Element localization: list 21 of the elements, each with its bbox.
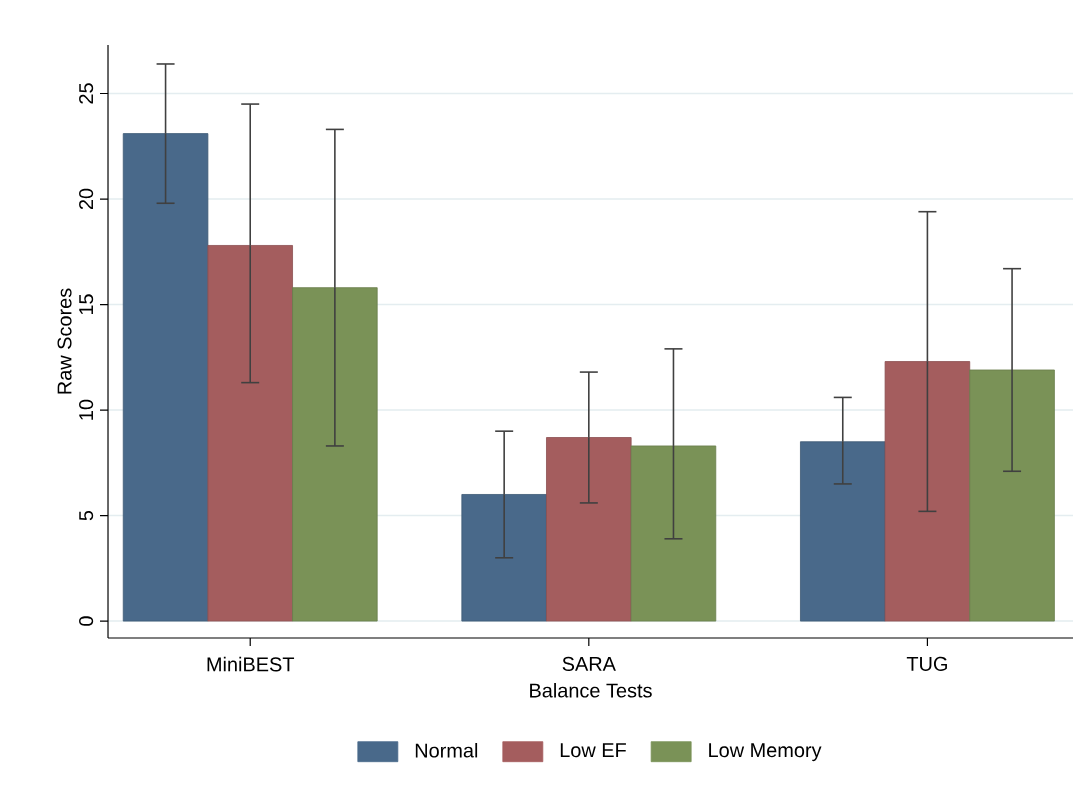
y-tick-label: 10 xyxy=(79,399,94,420)
bar xyxy=(546,437,632,622)
bar xyxy=(969,369,1055,622)
legend-label: Low Memory xyxy=(709,743,822,762)
y-tick-label: 15 xyxy=(79,294,94,315)
bar xyxy=(122,133,209,622)
y-tick-label: 20 xyxy=(79,188,94,210)
y-tick-label: 5 xyxy=(79,510,94,521)
bar xyxy=(292,287,378,622)
bar xyxy=(800,441,886,622)
y-tick-label: 0 xyxy=(79,616,94,626)
y-tick-label: 25 xyxy=(79,83,94,104)
legend-label: Normal xyxy=(415,742,478,758)
x-tick-label: SARA xyxy=(562,656,616,671)
bar xyxy=(207,245,293,622)
legend-label: Low EF xyxy=(560,743,626,758)
bar xyxy=(461,494,547,622)
x-tick-label: MiniBEST xyxy=(207,656,295,672)
y-axis-title: Raw Scores xyxy=(57,288,72,394)
x-axis-title: Balance Tests xyxy=(530,682,652,698)
x-tick-label: TUG xyxy=(906,656,947,671)
